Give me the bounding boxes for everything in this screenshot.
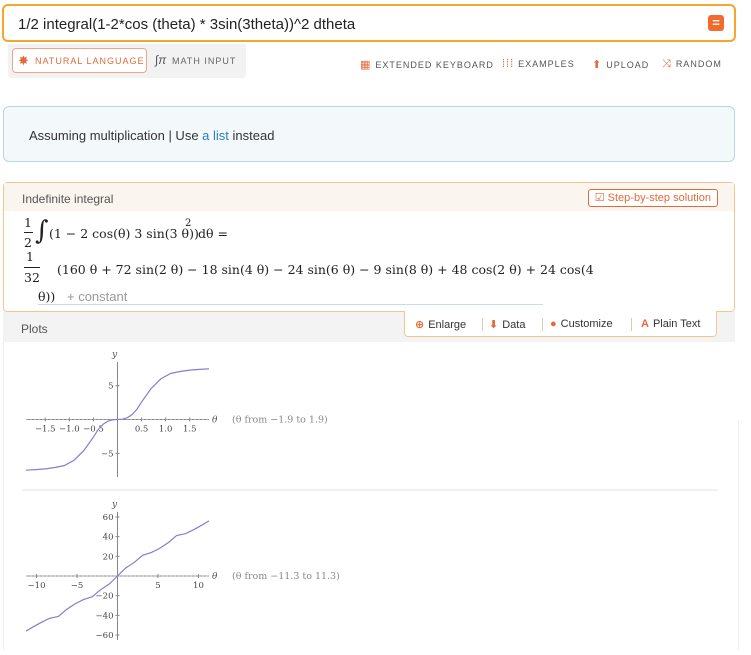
lhs-frac-num: 1 — [24, 215, 32, 230]
pod-title: Indefinite integral — [22, 192, 114, 206]
magnifier-icon: ⊕ — [415, 319, 425, 331]
plots-svg: y θ (θ from −1.9 to 1.9) −1.5 −1.0 −0.5 0.5 1.0… — [22, 350, 718, 641]
query-input[interactable]: 1/2 integral(1-2*cos (theta) * 3sin(3the… — [18, 16, 356, 33]
upload-icon: ⬆ — [592, 59, 603, 71]
x-tick-label: −1.0 — [59, 425, 80, 435]
enlarge-button[interactable]: ⊕ Enlarge — [415, 318, 466, 331]
query-input-box[interactable]: 1/2 integral(1-2*cos (theta) * 3sin(3the… — [2, 4, 736, 42]
series-line — [25, 520, 210, 632]
lhs-integrand: (1 − 2 cos(θ) 3 sin(3 θ)) — [49, 226, 199, 241]
lhs-frac-bar — [24, 232, 33, 233]
upload-button[interactable]: ⬆ UPLOAD — [592, 58, 649, 72]
x-tick-label: 10 — [193, 581, 204, 591]
plain-text-button[interactable]: A Plain Text — [641, 318, 700, 330]
integral-icon: ∫π — [155, 53, 167, 67]
enlarge-label: Enlarge — [428, 319, 467, 331]
rhs-line-1: (160 θ + 72 sin(2 θ) − 18 sin(4 θ) − 24 … — [57, 262, 594, 277]
rhs-frac-den: 32 — [24, 270, 40, 285]
checkbox-icon: ☑ — [594, 192, 605, 204]
x-tick-label: 1.0 — [159, 425, 173, 435]
input-mode-tabs: ✸ NATURAL LANGUAGE ∫π MATH INPUT — [8, 44, 246, 78]
x-tick-label: 0.5 — [135, 425, 149, 435]
step-by-step-label: Step-by-step solution — [607, 192, 711, 204]
rhs-frac-num: 1 — [26, 249, 34, 264]
extended-keyboard-button[interactable]: ▦ EXTENDED KEYBOARD — [360, 58, 494, 72]
text-a-icon: A — [641, 318, 649, 330]
assumption-prefix: Assuming multiplication | Use — [29, 128, 203, 143]
plot-2: y θ (θ from −11.3 to 11.3) −10 −5 5 10 60 40 20 −2… — [25, 500, 340, 641]
y-tick-label: −20 — [96, 592, 114, 602]
y-tick-label: −40 — [96, 611, 114, 621]
y-tick-label: 60 — [103, 513, 114, 523]
y-tick-label: 5 — [108, 382, 113, 392]
x-tick-label: 5 — [155, 581, 160, 591]
plots-area: y θ (θ from −1.9 to 1.9) −1.5 −1.0 −0.5 0.5 1.0… — [3, 342, 735, 650]
plot-range-note: (θ from −11.3 to 11.3) — [232, 571, 340, 582]
lhs-frac-den: 2 — [24, 235, 32, 250]
keyboard-icon: ▦ — [360, 59, 372, 71]
examples-button[interactable]: ⁞⁞⁞ EXAMPLES — [502, 58, 575, 72]
rhs-line-2: θ)) — [38, 289, 56, 304]
y-tick-label: −5 — [101, 449, 114, 459]
lhs-differential: dθ = — [198, 226, 228, 241]
palette-icon: ● — [550, 318, 557, 330]
x-tick-label: −5 — [71, 581, 84, 591]
tab-math-input-label: MATH INPUT — [172, 56, 237, 66]
tab-math-input[interactable]: ∫π MATH INPUT — [152, 48, 244, 73]
tab-natural-language-label: NATURAL LANGUAGE — [35, 56, 145, 66]
assumption-text: Assuming multiplication | Use a list ins… — [29, 128, 274, 143]
data-label: Data — [502, 319, 526, 331]
indefinite-integral-pod: Indefinite integral ☑ Step-by-step solut… — [3, 182, 735, 312]
plus-constant: + constant — [67, 289, 128, 304]
step-by-step-button[interactable]: ☑ Step-by-step solution — [587, 189, 718, 207]
x-axis-label: θ — [212, 572, 218, 582]
pod-header: Indefinite integral ☑ Step-by-step solut… — [4, 183, 734, 211]
plot-range-note: (θ from −1.9 to 1.9) — [232, 415, 328, 426]
customize-label: Customize — [560, 318, 613, 330]
random-button[interactable]: ⤨ RANDOM — [662, 58, 722, 72]
rhs-frac-bar — [24, 267, 40, 268]
toolbar-divider — [482, 318, 483, 331]
series-line — [25, 368, 210, 471]
tab-natural-language[interactable]: ✸ NATURAL LANGUAGE — [12, 48, 147, 73]
integral-sign: ∫ — [35, 216, 49, 246]
lhs-power: 2 — [185, 218, 192, 229]
plain-text-label: Plain Text — [652, 318, 701, 330]
plot-1: y θ (θ from −1.9 to 1.9) −1.5 −1.0 −0.5 0.5 1.0… — [25, 350, 328, 477]
shuffle-icon: ⤨ — [662, 58, 672, 70]
plots-title: Plots — [21, 322, 48, 336]
y-tick-label: 40 — [103, 533, 114, 543]
upload-label: UPLOAD — [606, 60, 650, 70]
use-list-link[interactable]: a list — [202, 128, 229, 143]
plot-toolbar: ⊕ Enlarge ⬇ Data ● Customize A Plain Text — [404, 311, 717, 337]
assumption-suffix: instead — [228, 128, 275, 143]
x-tick-label: 1.5 — [183, 425, 197, 435]
x-tick-label: −0.5 — [83, 425, 104, 435]
sun-icon: ✸ — [18, 53, 29, 68]
data-button[interactable]: ⬇ Data — [489, 318, 525, 331]
examples-label: EXAMPLES — [518, 59, 575, 69]
y-tick-label: −60 — [96, 631, 114, 641]
assumption-box: Assuming multiplication | Use a list ins… — [3, 106, 735, 162]
customize-button[interactable]: ● Customize — [550, 318, 613, 330]
grid-dots-icon: ⁞⁞⁞ — [502, 58, 515, 70]
x-tick-label: −10 — [28, 581, 46, 591]
download-icon: ⬇ — [489, 319, 499, 331]
x-tick-label: −1.5 — [35, 425, 56, 435]
result-underline — [38, 304, 543, 305]
compute-button[interactable]: = — [708, 15, 724, 31]
random-label: RANDOM — [675, 59, 722, 69]
y-axis-label: y — [111, 350, 118, 360]
x-axis-label: θ — [212, 416, 218, 426]
toolbar-divider — [542, 318, 543, 331]
toolbar-divider — [631, 318, 632, 331]
page-edge-rule — [738, 420, 739, 650]
extended-keyboard-label: EXTENDED KEYBOARD — [375, 60, 494, 70]
y-tick-label: 20 — [103, 552, 114, 562]
y-axis-label: y — [111, 500, 118, 510]
